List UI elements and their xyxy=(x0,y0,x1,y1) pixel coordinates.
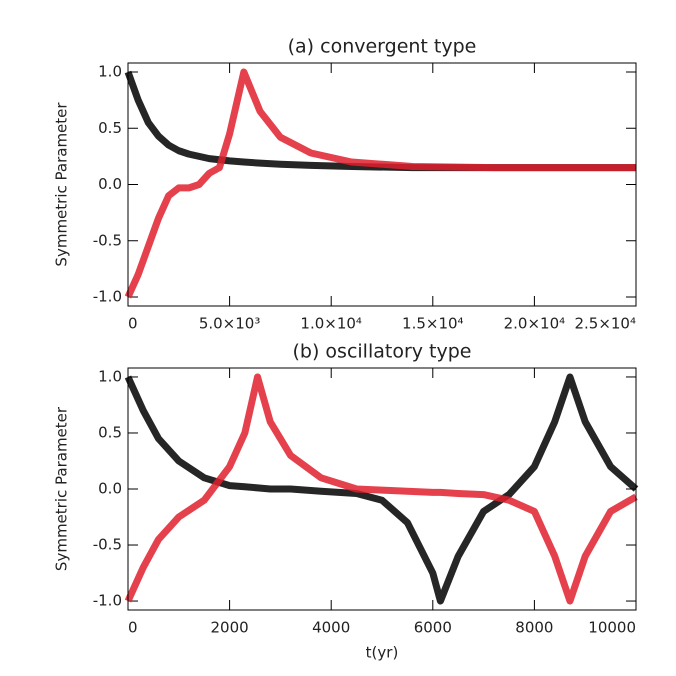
y-tick-label: -0.5 xyxy=(93,536,122,554)
y-tick-label: -1.0 xyxy=(93,288,122,306)
x-tick-label: 8000 xyxy=(515,619,553,637)
series-line xyxy=(124,68,636,299)
y-tick-label: 0.0 xyxy=(98,480,122,498)
y-tick-label: 1.0 xyxy=(98,63,122,81)
x-tick-label: 6000 xyxy=(414,619,452,637)
y-tick-label: 1.0 xyxy=(98,367,122,385)
x-tick-label: 1.5×10⁴ xyxy=(402,315,464,333)
y-tick-label: 0.0 xyxy=(98,175,122,193)
x-tick-label: 0 xyxy=(128,315,138,333)
x-tick-label: 1.0×10⁴ xyxy=(300,315,362,333)
x-tick-label: 2.5×10⁴ xyxy=(574,315,636,333)
series-line xyxy=(124,373,639,605)
x-tick-label: 0 xyxy=(128,619,138,637)
x-tick-label: 10000 xyxy=(588,619,636,637)
y-axis-label: Symmetric Parameter xyxy=(53,102,71,267)
y-tick-label: 0.5 xyxy=(98,119,122,137)
x-axis-label: t(yr) xyxy=(366,644,399,662)
panel-title: (b) oscillatory type xyxy=(293,341,472,363)
y-tick-label: -1.0 xyxy=(93,592,122,610)
plot-frame xyxy=(127,367,637,611)
y-tick-label: 0.5 xyxy=(98,423,122,441)
y-tick-label: -0.5 xyxy=(93,231,122,249)
panel-title: (a) convergent type xyxy=(288,36,477,58)
series-line xyxy=(124,373,638,605)
y-axis-label: Symmetric Parameter xyxy=(53,406,71,571)
series-line xyxy=(124,70,636,172)
x-tick-label: 4000 xyxy=(312,619,350,637)
x-tick-label: 2000 xyxy=(211,619,249,637)
x-tick-label: 5.0×10³ xyxy=(199,315,261,333)
plot-frame xyxy=(127,62,637,307)
x-tick-label: 2.0×10⁴ xyxy=(504,315,566,333)
